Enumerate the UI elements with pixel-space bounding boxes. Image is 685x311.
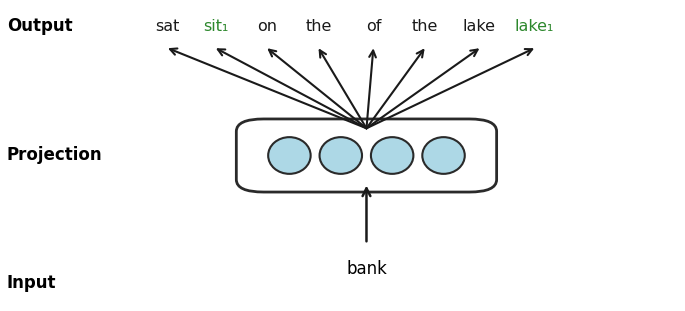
Ellipse shape (371, 137, 414, 174)
Text: Projection: Projection (7, 146, 103, 165)
Ellipse shape (319, 137, 362, 174)
Text: lake: lake (463, 19, 496, 34)
Ellipse shape (268, 137, 310, 174)
Text: Output: Output (7, 17, 73, 35)
Text: Input: Input (7, 274, 56, 292)
Text: sat: sat (155, 19, 180, 34)
Text: sit₁: sit₁ (203, 19, 229, 34)
Text: bank: bank (346, 260, 387, 278)
Text: of: of (366, 19, 381, 34)
Text: the: the (306, 19, 332, 34)
Text: on: on (257, 19, 277, 34)
Ellipse shape (422, 137, 464, 174)
FancyBboxPatch shape (236, 119, 497, 192)
Text: lake₁: lake₁ (514, 19, 554, 34)
Text: the: the (412, 19, 438, 34)
